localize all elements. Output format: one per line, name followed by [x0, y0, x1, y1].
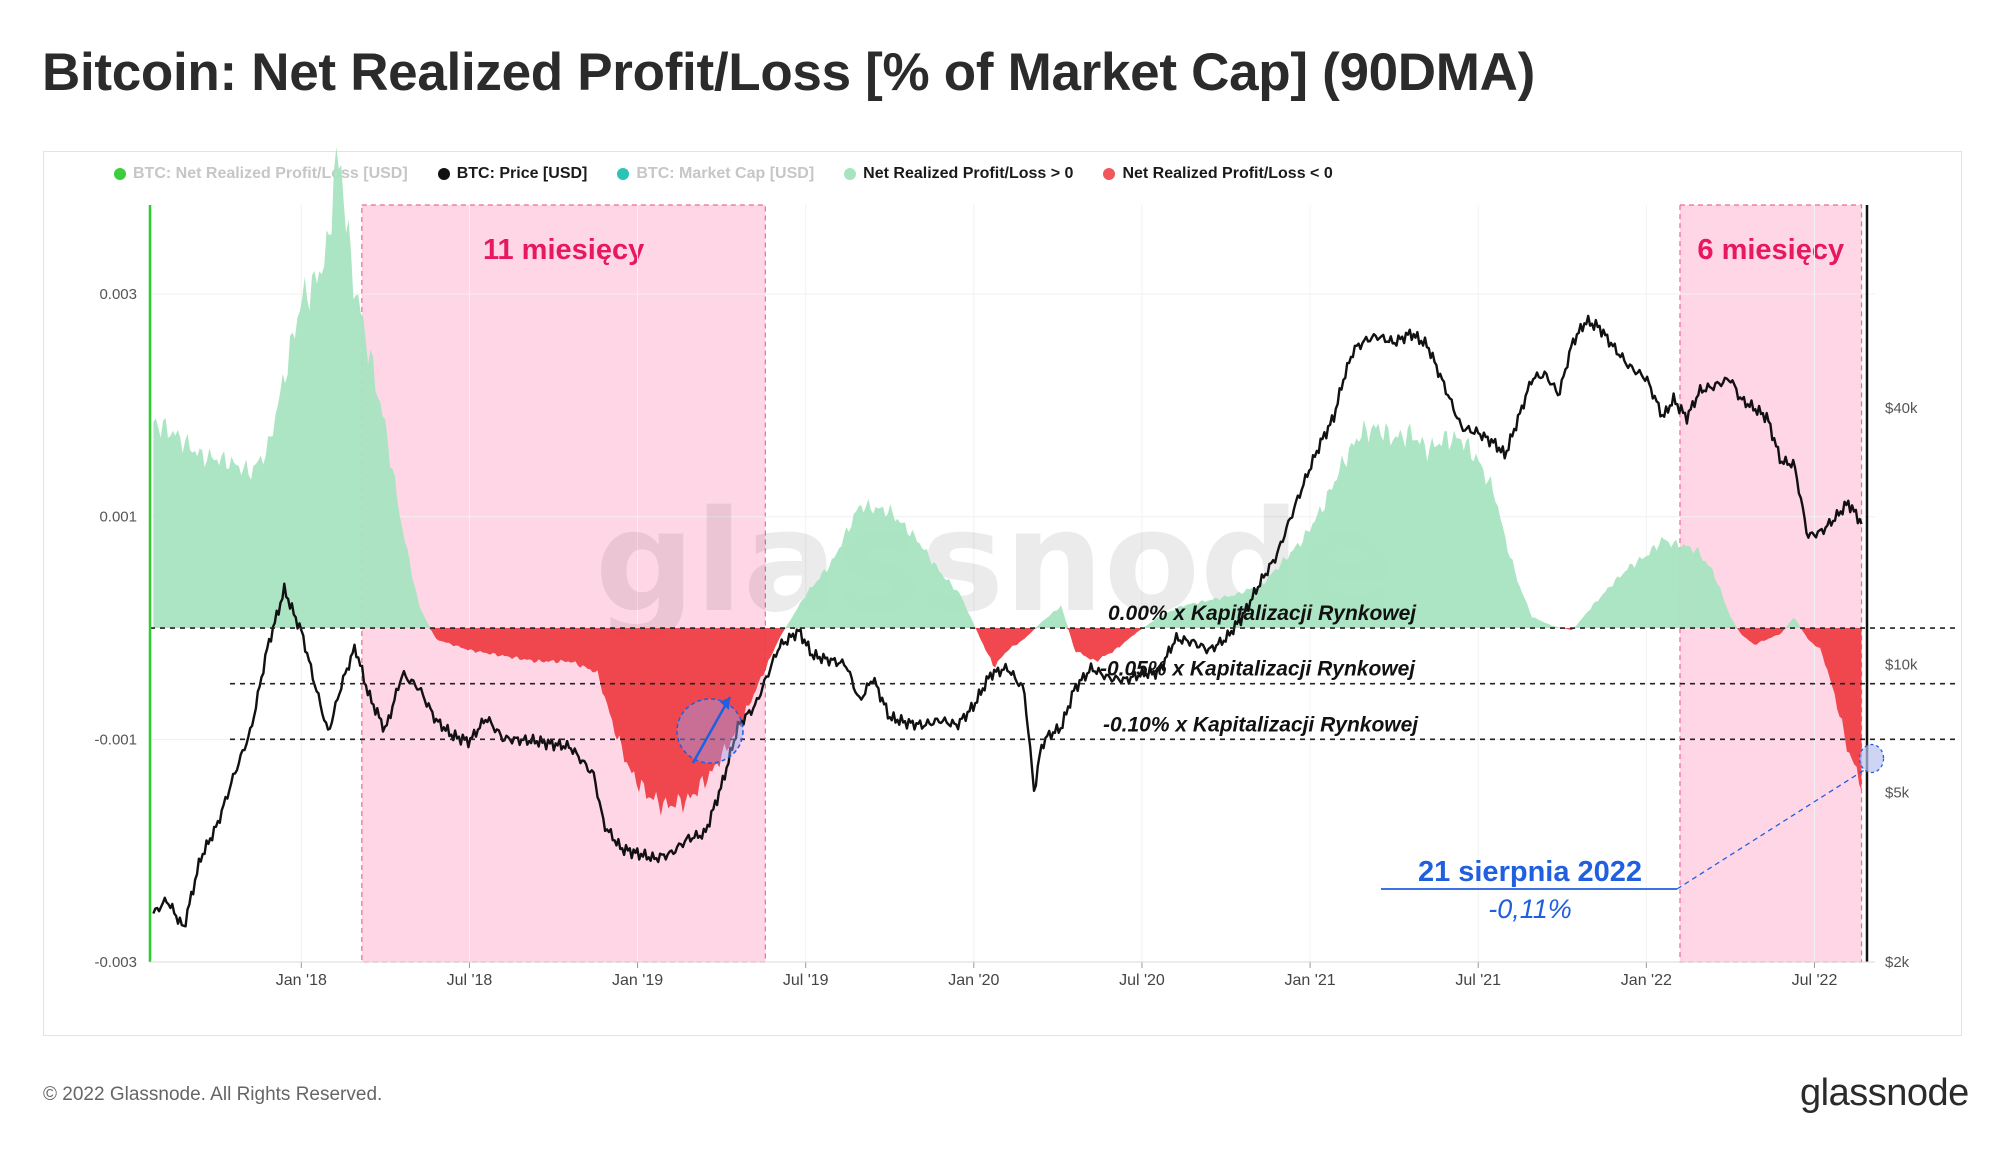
x-tick-label: Jul '20: [1119, 972, 1165, 989]
legend-label: Net Realized Profit/Loss > 0: [863, 165, 1074, 182]
x-tick-label: Jul '22: [1792, 972, 1838, 989]
highlight-regions: 11 miesięcy 6 miesięcy: [361, 204, 1863, 963]
legend-dot-icon: [437, 168, 450, 180]
price-line: [152, 314, 1863, 928]
legend-label: BTC: Market Cap [USD]: [636, 165, 815, 182]
legend-dot-icon: [1103, 168, 1116, 180]
chart-legend: BTC: Net Realized Profit/Loss [USD] BTC:…: [114, 165, 1333, 183]
x-tick-label: Jul '19: [783, 972, 829, 989]
annotation: 21 sierpnia 2022 -0,11%: [676, 696, 1885, 924]
x-tick-label: Jan '19: [612, 972, 663, 989]
y-left-tick-label: -0.001: [94, 731, 137, 748]
npl-area-series: [153, 147, 1862, 816]
y-right-tick-label: $10k: [1885, 656, 1918, 673]
y-left-tick-label: 0.001: [99, 509, 137, 526]
legend-dot-icon: [114, 168, 126, 180]
brand-logo: glassnode: [1800, 1072, 1969, 1114]
price-series: [152, 314, 1863, 928]
reference-line-label: -0.10% x Kapitalizacji Rynkowej: [1103, 713, 1419, 736]
trend-arrow-head: [720, 697, 730, 710]
legend-item-negative[interactable]: Net Realized Profit/Loss < 0: [1103, 165, 1333, 183]
annotation-date: 21 sierpnia 2022: [1418, 856, 1642, 888]
x-tick-label: Jan '20: [948, 972, 999, 989]
chart-title: Bitcoin: Net Realized Profit/Loss [% of …: [42, 43, 1535, 102]
axes: 0.003 0.001 -0.001 -0.003 $40k $10k $5k $2k Jan …: [94, 205, 1918, 989]
y-left-tick-label: 0.003: [99, 286, 137, 303]
y-right-tick-label: $40k: [1885, 400, 1918, 417]
annotation-leader: [1676, 769, 1864, 890]
legend-item-positive[interactable]: Net Realized Profit/Loss > 0: [844, 165, 1073, 183]
reference-line-label: 0.00% x Kapitalizacji Rynkowej: [1108, 602, 1417, 625]
x-tick-label: Jul '18: [447, 972, 493, 989]
highlight-region-label: 6 miesięcy: [1697, 234, 1844, 266]
x-tick-label: Jul '21: [1455, 972, 1501, 989]
reference-line-label: -0.05% x Kapitalizacji Rynkowej: [1100, 658, 1416, 681]
y-right-tick-label: $5k: [1885, 785, 1910, 802]
annotation-circle: [1858, 743, 1885, 774]
chart-frame: [43, 151, 1962, 1036]
legend-item-market-cap[interactable]: BTC: Market Cap [USD]: [617, 165, 814, 183]
legend-item-price[interactable]: BTC: Price [USD]: [437, 165, 588, 183]
copyright-footer: © 2022 Glassnode. All Rights Reserved.: [43, 1084, 383, 1105]
x-tick-label: Jan '21: [1285, 972, 1336, 989]
trend-arrow: [691, 696, 732, 764]
legend-dot-icon: [844, 168, 857, 180]
annotation-value: -0,11%: [1488, 894, 1572, 924]
y-left-tick-label: -0.003: [94, 954, 137, 971]
legend-label: Net Realized Profit/Loss < 0: [1122, 165, 1333, 182]
highlight-region-label: 11 miesięcy: [483, 234, 644, 266]
y-right-tick-label: $2k: [1885, 954, 1910, 971]
x-tick-label: Jan '22: [1621, 972, 1672, 989]
reference-lines: 0.00% x Kapitalizacji Rynkowej -0.05% x K…: [150, 602, 1957, 741]
x-tick-label: Jan '18: [276, 972, 327, 989]
npl-positive-area: [153, 147, 1862, 629]
legend-label: BTC: Price [USD]: [456, 165, 588, 182]
legend-dot-icon: [617, 168, 630, 180]
